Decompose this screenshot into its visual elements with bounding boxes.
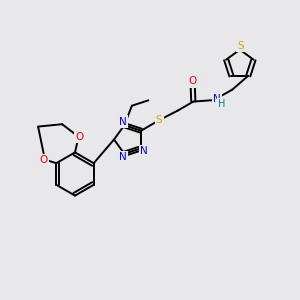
Text: S: S [237,41,244,51]
Text: N: N [119,117,127,127]
Text: H: H [218,99,226,109]
Text: O: O [39,155,47,165]
Text: S: S [156,115,162,124]
Text: N: N [140,146,147,156]
Text: O: O [189,76,197,86]
Text: N: N [119,152,127,162]
Text: N: N [214,94,221,104]
Text: O: O [75,132,83,142]
